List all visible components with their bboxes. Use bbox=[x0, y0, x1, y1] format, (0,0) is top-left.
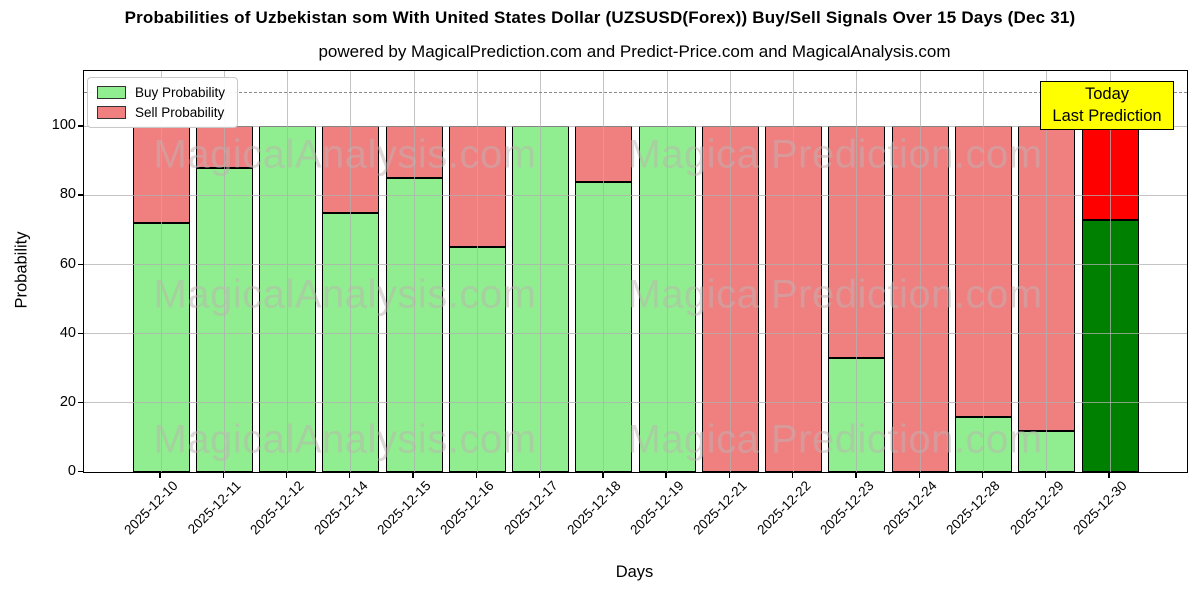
y-tick-mark bbox=[78, 471, 83, 473]
y-tick-mark bbox=[78, 125, 83, 127]
x-gridline bbox=[476, 71, 478, 472]
sell-swatch-icon bbox=[97, 106, 126, 119]
chart-title: Probabilities of Uzbekistan som With Uni… bbox=[124, 8, 1076, 27]
dashed-reference-line bbox=[84, 91, 1187, 93]
x-tick-mark bbox=[602, 473, 604, 478]
x-gridline bbox=[350, 71, 352, 472]
x-gridline bbox=[413, 71, 415, 472]
y-gridline bbox=[84, 264, 1187, 266]
today-annotation-box: Today Last Prediction bbox=[1040, 81, 1174, 130]
y-gridline bbox=[84, 194, 1187, 196]
y-tick-mark bbox=[78, 401, 83, 404]
x-tick-label: 2025-12-19 bbox=[627, 478, 687, 538]
legend-label-buy: Buy Probability bbox=[135, 85, 226, 100]
x-tick-label: 2025-12-12 bbox=[247, 478, 308, 538]
x-tick-mark bbox=[665, 473, 667, 478]
x-tick-label: 2025-12-24 bbox=[880, 478, 940, 538]
x-tick-mark bbox=[538, 473, 541, 478]
x-gridline bbox=[540, 71, 542, 472]
watermark-text: Magica Prediction.com bbox=[627, 132, 1043, 177]
y-tick-label: 80 bbox=[59, 186, 76, 203]
x-tick-label: 2025-12-17 bbox=[500, 478, 561, 538]
x-tick-mark bbox=[728, 473, 731, 478]
x-tick-label: 2025-12-10 bbox=[121, 478, 181, 538]
watermark-text: MagicalAnalysis.com bbox=[153, 132, 537, 177]
x-tick-mark bbox=[222, 473, 224, 478]
x-tick-label: 2025-12-16 bbox=[437, 478, 497, 538]
x-tick-mark bbox=[918, 473, 920, 478]
x-gridline bbox=[793, 71, 795, 472]
x-gridline bbox=[982, 71, 984, 472]
x-tick-mark bbox=[412, 473, 414, 478]
x-tick-mark bbox=[349, 473, 351, 478]
x-tick-mark bbox=[1108, 473, 1110, 478]
watermark-text: MagicalAnalysis.com bbox=[153, 272, 537, 317]
y-tick-mark bbox=[78, 194, 83, 196]
y-axis-label: Probability bbox=[12, 231, 31, 309]
x-gridline bbox=[666, 71, 668, 472]
chart-subtitle: powered by MagicalPrediction.com and Pre… bbox=[318, 42, 951, 61]
x-tick-mark bbox=[981, 473, 984, 478]
x-gridline bbox=[856, 71, 858, 472]
y-gridline bbox=[84, 402, 1187, 404]
x-tick-label: 2025-12-23 bbox=[817, 478, 877, 538]
x-tick-label: 2025-12-22 bbox=[753, 478, 814, 538]
x-tick-label: 2025-12-15 bbox=[374, 478, 434, 538]
x-tick-mark bbox=[1045, 473, 1047, 478]
buy-swatch-icon bbox=[97, 86, 126, 99]
plot-area bbox=[83, 70, 1188, 473]
y-tick-label: 100 bbox=[51, 117, 76, 134]
x-gridline bbox=[160, 71, 162, 472]
legend-item-sell: Sell Probability bbox=[97, 105, 225, 120]
x-tick-mark bbox=[855, 473, 857, 478]
x-tick-label: 2025-12-30 bbox=[1070, 478, 1130, 538]
x-tick-label: 2025-12-18 bbox=[564, 478, 624, 538]
y-tick-label: 60 bbox=[59, 255, 76, 272]
x-gridline bbox=[919, 71, 921, 472]
y-gridline bbox=[84, 125, 1187, 127]
annotation-line-1: Today bbox=[1084, 85, 1130, 103]
x-tick-mark bbox=[791, 473, 794, 478]
x-tick-label: 2025-12-11 bbox=[185, 478, 244, 537]
watermark-text: Magica Prediction.com bbox=[627, 272, 1043, 317]
x-gridline bbox=[603, 71, 605, 472]
x-tick-mark bbox=[475, 473, 478, 478]
x-tick-mark bbox=[285, 473, 288, 478]
y-tick-label: 20 bbox=[59, 393, 76, 410]
x-tick-mark bbox=[159, 473, 161, 478]
x-tick-label: 2025-12-14 bbox=[310, 478, 371, 538]
x-tick-label: 2025-12-29 bbox=[1006, 478, 1067, 538]
x-gridline bbox=[729, 71, 731, 472]
legend-item-buy: Buy Probability bbox=[97, 85, 225, 100]
y-tick-label: 40 bbox=[59, 324, 76, 341]
watermark-text: MagicalAnalysis.com bbox=[153, 417, 537, 462]
x-gridline bbox=[223, 71, 225, 472]
y-tick-label: 0 bbox=[67, 463, 76, 479]
legend: Buy Probability Sell Probability bbox=[87, 77, 239, 128]
legend-label-sell: Sell Probability bbox=[135, 105, 225, 120]
y-gridline bbox=[84, 333, 1187, 335]
x-tick-label: 2025-12-21 bbox=[690, 478, 751, 538]
annotation-line-2: Last Prediction bbox=[1052, 107, 1162, 126]
x-gridline bbox=[1046, 71, 1048, 472]
y-tick-mark bbox=[78, 332, 83, 335]
y-tick-mark bbox=[78, 263, 83, 265]
x-tick-label: 2025-12-28 bbox=[943, 478, 1004, 538]
x-gridline bbox=[287, 71, 289, 472]
x-axis-label: Days bbox=[615, 563, 654, 581]
x-gridline bbox=[1109, 71, 1111, 472]
watermark-text: Magica Prediction.com bbox=[627, 417, 1043, 462]
